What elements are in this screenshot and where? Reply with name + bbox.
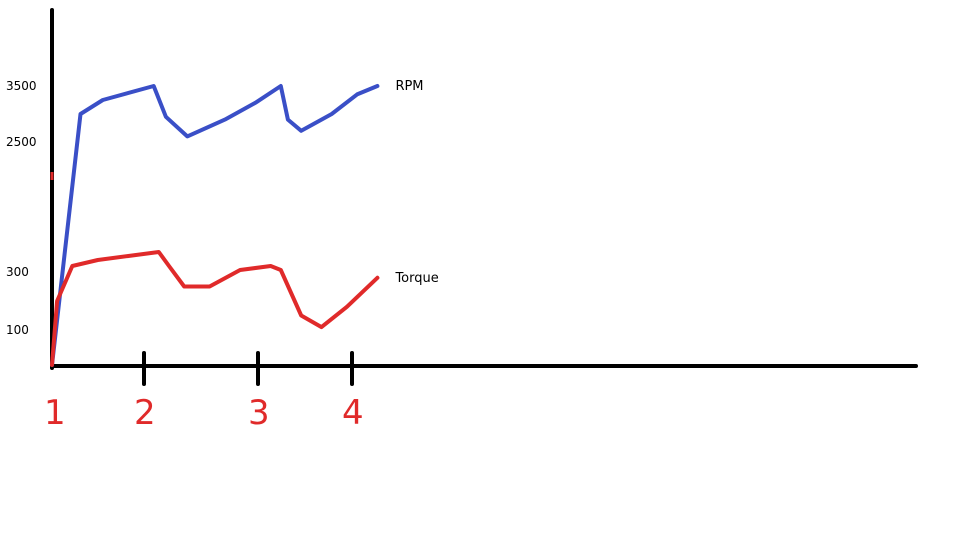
series-label-rpm: RPM xyxy=(395,79,423,94)
y-tick-label: 300 xyxy=(6,265,29,279)
series-line-rpm xyxy=(50,84,380,367)
y-tick-label: 3500 xyxy=(6,79,37,93)
series-label-torque: Torque xyxy=(394,271,438,286)
x-tick-label: 2 xyxy=(134,393,156,433)
series-line-torque xyxy=(50,250,380,367)
x-tick-label: 4 xyxy=(342,393,364,433)
x-tick-label: 1 xyxy=(44,393,66,433)
y-tick-label: 2500 xyxy=(6,135,37,149)
y-tick-label: 100 xyxy=(6,323,29,337)
x-tick-label: 3 xyxy=(248,393,270,433)
